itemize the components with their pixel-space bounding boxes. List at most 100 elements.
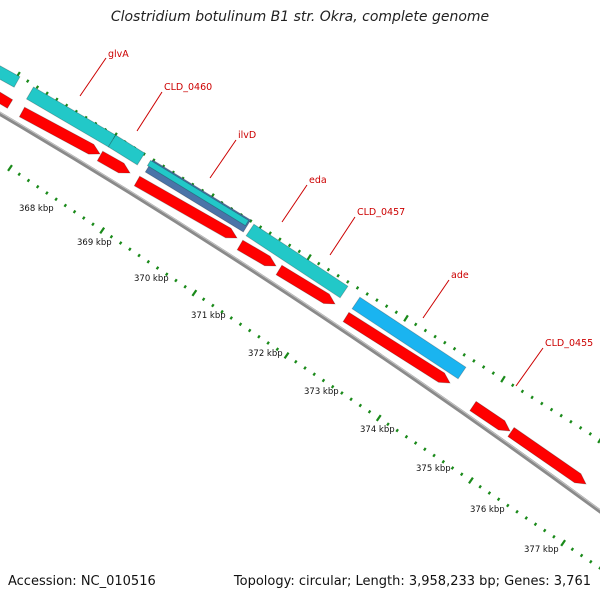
cds-block-2-outline xyxy=(96,150,131,174)
gene-block-eda xyxy=(246,224,348,298)
outer-tick xyxy=(462,352,466,357)
scale-label-372: 372 kbp xyxy=(248,349,283,359)
scale-tick xyxy=(211,303,215,308)
cds-block-4-outline xyxy=(236,239,277,267)
scale-label-370: 370 kbp xyxy=(134,274,169,284)
outer-tick xyxy=(326,267,331,272)
scale-tick xyxy=(450,466,455,470)
callout-line-cld0455 xyxy=(515,347,544,387)
cds-block-7 xyxy=(469,401,510,431)
gene-block-cld0460 xyxy=(108,135,145,165)
outer-tick xyxy=(413,322,418,327)
scale-tick xyxy=(340,391,344,395)
scale-tick xyxy=(413,441,418,445)
scale-tick xyxy=(72,209,77,214)
scale-tick xyxy=(579,553,584,558)
outer-tick xyxy=(500,375,506,383)
outer-tick xyxy=(268,231,272,236)
scale-tick xyxy=(441,459,446,464)
outer-tick xyxy=(45,91,49,96)
scale-label-375: 375 kbp xyxy=(416,464,451,474)
scale-tick xyxy=(330,384,335,389)
gene-block-cld0460-outline xyxy=(107,134,146,166)
scale-tick xyxy=(552,534,556,539)
outer-tick xyxy=(35,85,40,90)
scale-label-369: 369 kbp xyxy=(77,238,112,248)
callout-line-ade xyxy=(422,279,450,319)
scale-tick xyxy=(99,226,106,235)
outer-tick xyxy=(287,243,292,248)
outer-tick xyxy=(346,279,350,284)
scale-tick xyxy=(294,359,298,364)
scale-tick xyxy=(201,297,206,302)
outer-tick xyxy=(540,401,544,406)
scale-tick xyxy=(238,322,243,327)
scale-tick xyxy=(312,372,316,377)
scale-tick xyxy=(515,509,519,514)
scale-tick-track xyxy=(7,164,600,570)
scale-tick xyxy=(81,216,86,220)
scale-tick xyxy=(137,253,141,258)
outer-tick xyxy=(25,79,30,83)
scale-tick xyxy=(358,403,363,408)
scale-label-376: 376 kbp xyxy=(470,505,505,515)
gene-label-ilvd: ilvD xyxy=(238,130,256,141)
scale-tick xyxy=(496,497,501,502)
cds-block-7-outline xyxy=(469,400,511,432)
gene-label-ade: ade xyxy=(451,270,469,281)
scale-tick xyxy=(7,164,13,172)
outer-tick xyxy=(365,292,369,296)
scale-tick xyxy=(367,409,372,414)
accession-text: Accession: NC_010516 xyxy=(8,574,156,589)
scale-tick xyxy=(155,266,160,270)
cds-block-5-outline xyxy=(275,264,336,305)
genome-backbone-highlight xyxy=(0,111,600,511)
outer-tick xyxy=(258,225,263,229)
gene-labels: glvA CLD_0460 ilvD eda CLD_0457 ade CLD_… xyxy=(108,49,593,349)
outer-tick xyxy=(597,437,600,444)
scale-labels: 368 kbp 369 kbp 370 kbp 371 kbp 372 kbp … xyxy=(19,204,559,555)
map-title: Clostridium botulinum B1 str. Okra, comp… xyxy=(110,9,490,25)
scale-tick xyxy=(109,234,114,239)
scale-tick xyxy=(321,378,326,383)
scale-label-377: 377 kbp xyxy=(524,545,559,555)
gene-block-ade-outline xyxy=(351,296,467,380)
cds-block-6 xyxy=(343,312,450,383)
scale-tick xyxy=(589,559,593,564)
outer-tick xyxy=(452,346,457,351)
outer-tick xyxy=(433,334,437,339)
scale-tick xyxy=(459,472,464,477)
scale-tick xyxy=(164,272,169,277)
callout-line-ilvd xyxy=(209,139,237,179)
outer-tick xyxy=(443,340,447,345)
scale-tick xyxy=(506,503,510,508)
topology-text: Topology: circular; Length: 3,958,233 bp… xyxy=(233,574,591,589)
scale-tick xyxy=(570,547,575,552)
outer-tick xyxy=(578,425,583,430)
gene-block-eda-outline xyxy=(245,223,349,299)
genome-backbone xyxy=(0,111,600,514)
callout-line-cld0460 xyxy=(136,91,163,132)
gene-block-0 xyxy=(0,65,20,88)
outer-tick xyxy=(588,432,593,436)
scale-tick xyxy=(542,528,547,533)
scale-tick xyxy=(146,259,151,264)
scale-tick xyxy=(128,247,132,252)
outer-tick xyxy=(423,328,428,333)
scale-label-371: 371 kbp xyxy=(191,311,226,321)
cds-block-3 xyxy=(134,176,237,238)
scale-tick xyxy=(35,184,40,189)
scale-tick xyxy=(257,334,261,339)
scale-tick xyxy=(275,347,280,352)
cds-block-0-outline xyxy=(0,91,14,109)
gene-block-ilvd-top-outline xyxy=(146,159,250,227)
outer-tick xyxy=(355,286,360,290)
outer-tick xyxy=(297,249,302,254)
cds-block-5 xyxy=(276,265,335,304)
outer-tick xyxy=(316,261,321,266)
outer-tick xyxy=(375,298,379,302)
gene-block-ilvd-outline xyxy=(144,159,252,233)
outer-tick xyxy=(472,359,476,363)
outer-tick xyxy=(549,407,554,412)
cds-block-8 xyxy=(507,427,586,484)
